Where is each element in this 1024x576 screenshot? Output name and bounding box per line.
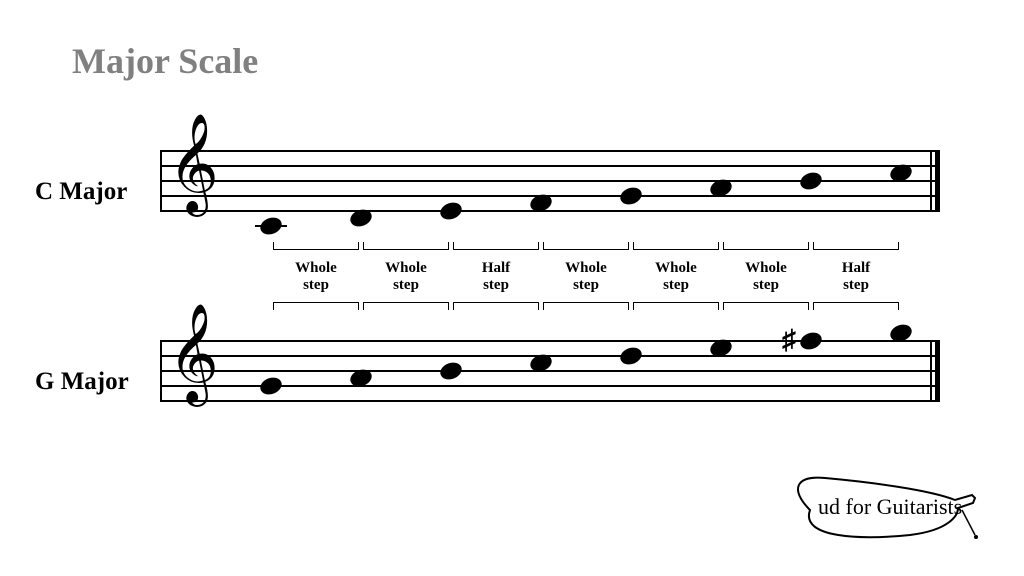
brand-logo: ud for Guitarists bbox=[790, 470, 990, 555]
treble-clef-icon: 𝄞 bbox=[168, 310, 219, 396]
step-label: Halfstep bbox=[811, 260, 901, 295]
staff-line bbox=[160, 340, 940, 342]
note bbox=[618, 345, 644, 368]
step-label: Halfstep bbox=[451, 260, 541, 295]
sharp-icon: ♯ bbox=[782, 327, 796, 355]
step-bracket-bottom bbox=[633, 302, 719, 310]
step-bracket-top bbox=[543, 242, 629, 250]
note bbox=[438, 360, 464, 383]
step-bracket-top bbox=[723, 242, 809, 250]
step-bracket-bottom bbox=[723, 302, 809, 310]
step-bracket-top bbox=[273, 242, 359, 250]
step-bracket-bottom bbox=[813, 302, 899, 310]
logo-svg: ud for Guitarists bbox=[790, 470, 990, 550]
step-label: Wholestep bbox=[541, 260, 631, 295]
staff-line bbox=[160, 400, 940, 402]
step-label: Wholestep bbox=[271, 260, 361, 295]
step-bracket-top bbox=[363, 242, 449, 250]
step-bracket-bottom bbox=[543, 302, 629, 310]
step-bracket-bottom bbox=[453, 302, 539, 310]
barline-start bbox=[160, 340, 162, 402]
barline-end-thin bbox=[930, 340, 932, 402]
step-bracket-top bbox=[813, 242, 899, 250]
barline-end-thick bbox=[935, 340, 940, 402]
step-label: Wholestep bbox=[361, 260, 451, 295]
note bbox=[798, 330, 824, 353]
step-bracket-top bbox=[453, 242, 539, 250]
step-label: Wholestep bbox=[721, 260, 811, 295]
note bbox=[258, 375, 284, 398]
svg-text:ud for Guitarists: ud for Guitarists bbox=[818, 494, 962, 519]
step-bracket-bottom bbox=[363, 302, 449, 310]
step-label: Wholestep bbox=[631, 260, 721, 295]
step-bracket-bottom bbox=[273, 302, 359, 310]
step-bracket-top bbox=[633, 242, 719, 250]
staff-line bbox=[160, 370, 940, 372]
